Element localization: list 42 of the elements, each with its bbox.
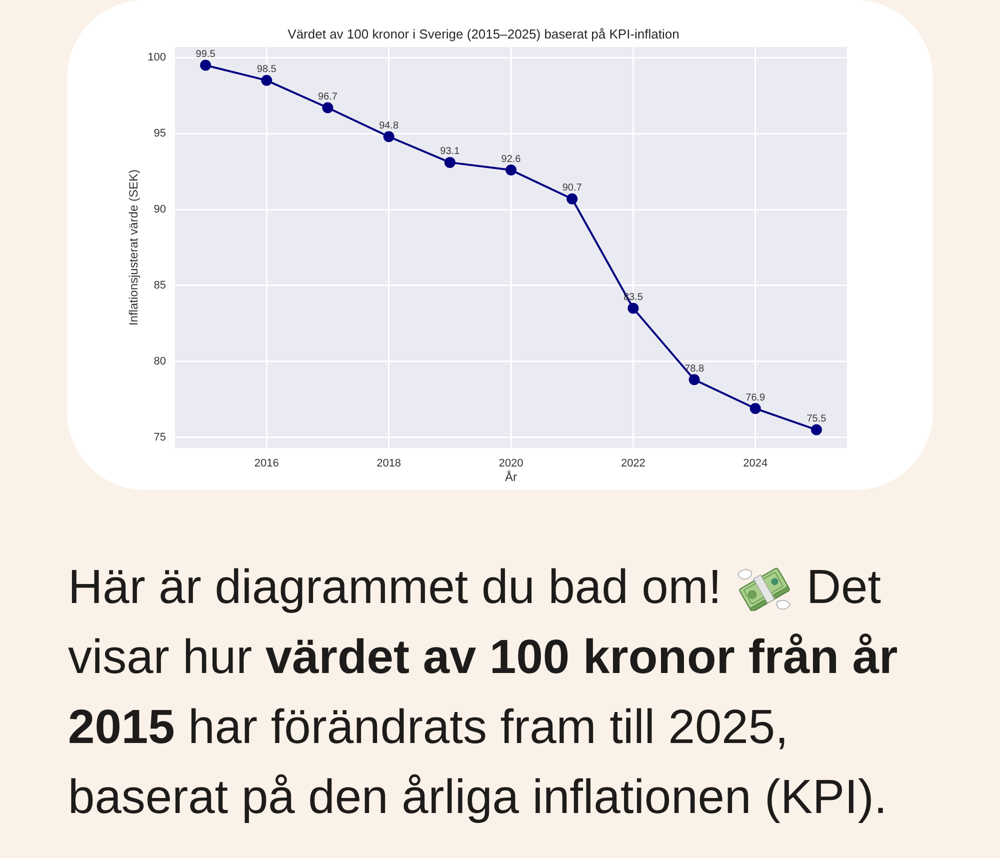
y-tick-label: 85: [154, 280, 166, 292]
data-label: 98.5: [256, 64, 277, 76]
x-tick-label: 2024: [743, 458, 768, 470]
x-tick-label: 2016: [254, 458, 279, 470]
point: [322, 102, 334, 114]
data-label: 96.7: [318, 92, 338, 103]
y-tick-label: 75: [154, 431, 166, 444]
data-label: 90.7: [562, 182, 582, 194]
point: [200, 60, 212, 71]
data-label: 93.1: [440, 146, 460, 158]
data-label: 94.8: [379, 120, 399, 132]
text: baserat på den årliga inflationen (KPI).: [68, 771, 888, 824]
point: [261, 74, 272, 86]
data-label: 76.9: [746, 392, 766, 404]
text: Här är diagrammet du bad om!: [68, 561, 722, 614]
y-tick-label: 80: [154, 355, 166, 368]
data-label: 75.5: [806, 414, 827, 425]
y-tick-label: 95: [154, 128, 166, 140]
data-label: 92.6: [501, 154, 522, 165]
y-tick-label: 100: [148, 52, 166, 64]
point: [383, 131, 394, 142]
text: värdet av 100 kronor från år: [265, 631, 898, 684]
point: [810, 424, 822, 436]
text: har förändrats fram till 2025,: [188, 701, 788, 754]
point: [688, 374, 700, 386]
text: 2015: [68, 701, 175, 754]
x-axis-title: År: [505, 470, 518, 484]
point: [750, 403, 761, 414]
text: visar hur: [68, 631, 252, 684]
data-label: 99.5: [196, 48, 216, 60]
y-tick-label: 90: [154, 204, 166, 216]
point: [566, 193, 578, 204]
text: Det: [806, 561, 882, 614]
x-tick-label: 2022: [620, 458, 646, 470]
chart-title: Värdet av 100 kronor i Sverige (2015–2025) baserat på KPI-inflation: [288, 26, 680, 42]
x-tick-label: 2020: [498, 458, 524, 470]
point: [506, 164, 516, 176]
data-label: 78.8: [684, 363, 704, 374]
y-axis-title: Inflationsjusterat värde (SEK): [126, 169, 141, 326]
point: [628, 302, 639, 314]
point: [444, 156, 456, 168]
x-tick-label: 2018: [376, 458, 402, 470]
